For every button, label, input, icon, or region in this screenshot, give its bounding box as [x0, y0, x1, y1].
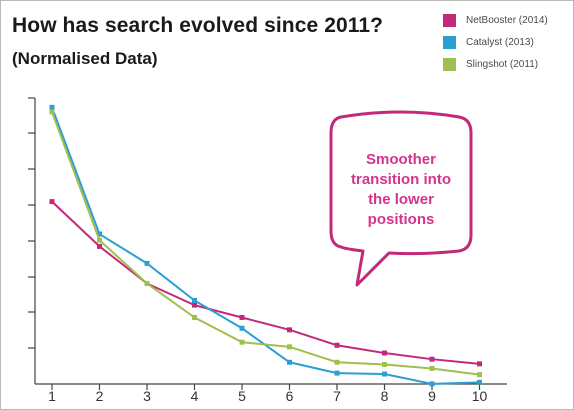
x-tick-label-10: 10	[472, 388, 488, 404]
x-tick-label-5: 5	[238, 388, 246, 404]
x-tick-label-9: 9	[428, 388, 436, 404]
data-point-catalyst-9	[429, 381, 435, 387]
data-point-netbooster-2	[97, 243, 102, 249]
data-point-slingshot-5	[239, 339, 245, 345]
x-tick-label-1: 1	[48, 388, 56, 404]
x-tick-label-3: 3	[143, 388, 151, 404]
callout-line-4: positions	[368, 211, 435, 228]
callout-line-2: transition into	[351, 171, 451, 188]
data-point-catalyst-6	[287, 359, 292, 365]
legend-item-netbooster: NetBooster (2014)	[443, 9, 548, 31]
data-point-slingshot-2	[97, 237, 102, 243]
data-point-netbooster-1	[49, 199, 55, 205]
x-tick-label-2: 2	[96, 388, 104, 404]
callout-line-1: Smoother	[366, 151, 436, 168]
data-point-slingshot-4	[192, 314, 197, 320]
data-point-catalyst-10	[477, 379, 482, 385]
chart-title: How has search evolved since 2011?	[12, 14, 384, 37]
data-point-catalyst-7	[334, 370, 340, 376]
data-point-netbooster-8	[382, 350, 387, 356]
callout-speech-bubble: Smoother transition into the lower posit…	[329, 110, 473, 287]
callout-bubble-shape	[329, 110, 473, 287]
data-point-netbooster-5	[239, 314, 245, 320]
legend-swatch-catalyst	[443, 35, 456, 49]
x-tick-label-6: 6	[286, 388, 294, 404]
chart-subtitle: (Normalised Data)	[12, 49, 158, 68]
x-tick-label-4: 4	[191, 388, 199, 404]
data-point-catalyst-4	[192, 297, 197, 303]
series-line-slingshot	[51, 111, 480, 376]
data-point-netbooster-6	[287, 327, 292, 333]
data-point-slingshot-10	[477, 372, 482, 378]
data-point-slingshot-9	[429, 365, 435, 371]
data-point-netbooster-10	[477, 361, 482, 367]
data-point-slingshot-3	[144, 280, 150, 286]
data-point-catalyst-8	[382, 371, 387, 377]
data-point-catalyst-5	[239, 325, 245, 331]
data-point-slingshot-7	[334, 359, 340, 365]
x-tick-label-8: 8	[381, 388, 389, 404]
data-point-catalyst-2	[97, 231, 102, 237]
legend-swatch-slingshot	[443, 57, 456, 71]
data-point-catalyst-1	[49, 104, 55, 110]
x-tick-label-7: 7	[333, 388, 341, 404]
data-point-netbooster-9	[429, 356, 435, 362]
data-point-catalyst-3	[144, 260, 150, 266]
legend-label-slingshot: Slingshot (2011)	[466, 58, 539, 70]
data-point-slingshot-8	[382, 361, 387, 367]
legend-swatch-netbooster	[443, 13, 456, 27]
data-point-netbooster-7	[334, 342, 340, 348]
legend-label-catalyst: Catalyst (2013)	[466, 36, 534, 48]
legend-item-catalyst: Catalyst (2013)	[443, 31, 548, 53]
legend: NetBooster (2014) Catalyst (2013) Slings…	[443, 9, 548, 75]
data-point-netbooster-4	[192, 302, 197, 308]
series-layer	[49, 104, 482, 387]
legend-label-netbooster: NetBooster (2014)	[466, 14, 548, 26]
series-line-netbooster	[51, 200, 480, 365]
callout-line-3: the lower	[368, 191, 434, 208]
legend-item-slingshot: Slingshot (2011)	[443, 53, 548, 75]
data-point-slingshot-6	[287, 344, 292, 350]
data-point-slingshot-1	[49, 109, 55, 115]
